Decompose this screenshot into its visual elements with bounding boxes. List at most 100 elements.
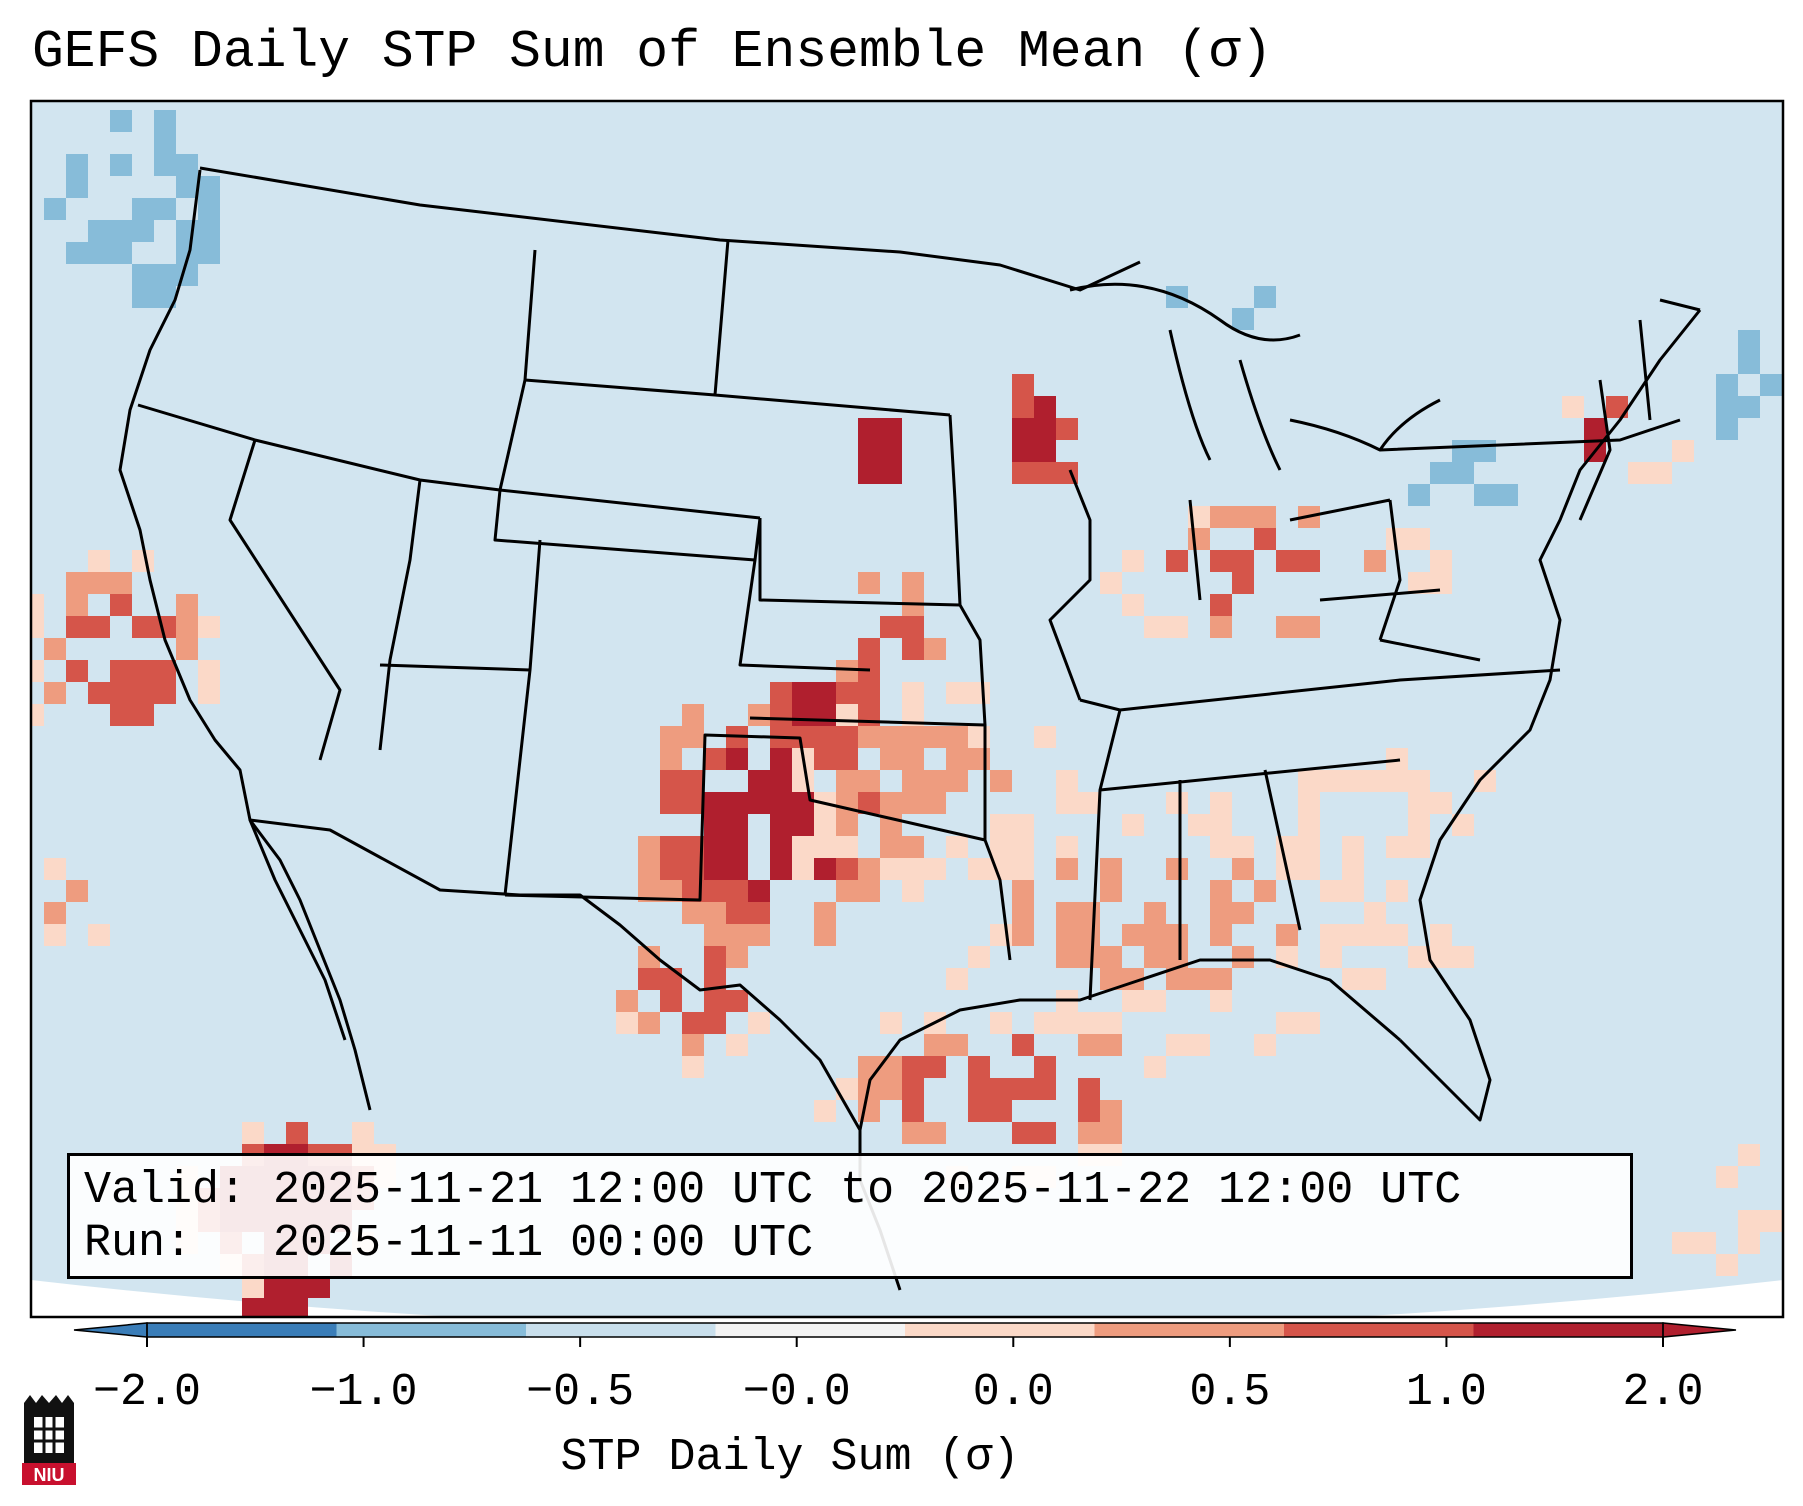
state-lines-east: [1079, 498, 1561, 1001]
stp-cell: [1452, 440, 1474, 462]
stp-cell: [792, 704, 814, 726]
stp-cell: [858, 462, 880, 484]
map-border: [29, 99, 1785, 1319]
stp-cell: [1056, 418, 1078, 440]
stp-cell: [176, 638, 198, 660]
colorbar-extend-high: [1663, 1323, 1736, 1337]
colorbar-tick-label: 2.0: [1622, 1367, 1704, 1418]
stp-cell: [198, 198, 220, 220]
stp-cell: [1254, 528, 1276, 550]
stp-cell: [1298, 814, 1320, 836]
stp-cell: [1012, 814, 1034, 836]
stp-cell: [902, 858, 924, 880]
stp-cell: [880, 462, 902, 484]
stp-cell: [242, 1298, 264, 1317]
stp-cell: [968, 1078, 990, 1100]
stp-cell: [1738, 352, 1760, 374]
stp-cell: [1430, 792, 1452, 814]
stp-cell: [726, 946, 748, 968]
stp-cell: [176, 154, 198, 176]
stp-cell: [1034, 1078, 1056, 1100]
stp-cell: [836, 660, 858, 682]
stp-cell: [1210, 902, 1232, 924]
stp-cell: [704, 946, 726, 968]
stp-cell: [726, 858, 748, 880]
stp-cell: [1738, 1232, 1760, 1254]
stp-cell: [1342, 924, 1364, 946]
stp-cell: [836, 836, 858, 858]
stp-cell: [638, 968, 660, 990]
stp-cell: [836, 880, 858, 902]
stp-cell: [132, 704, 154, 726]
stp-cell: [704, 858, 726, 880]
stp-cell: [858, 792, 880, 814]
stp-cell: [1716, 396, 1738, 418]
stp-cell: [44, 858, 66, 880]
stp-cell: [44, 638, 66, 660]
stp-cell: [1562, 396, 1584, 418]
stp-cell: [836, 770, 858, 792]
stp-cell: [198, 682, 220, 704]
colorbar-tick-label: −2.0: [92, 1367, 202, 1418]
stp-cell: [264, 1276, 286, 1298]
stp-cell: [1034, 440, 1056, 462]
stp-cell: [1210, 550, 1232, 572]
stp-cell: [154, 682, 176, 704]
stp-cell: [1188, 968, 1210, 990]
stp-cell: [242, 1122, 264, 1144]
stp-cell: [110, 572, 132, 594]
stp-cell: [88, 616, 110, 638]
stp-cell: [968, 682, 990, 704]
stp-cell: [946, 836, 968, 858]
stp-cell: [1034, 1056, 1056, 1078]
stp-cell: [1408, 946, 1430, 968]
stp-cell: [792, 726, 814, 748]
stp-cell: [1012, 1078, 1034, 1100]
stp-cell: [748, 770, 770, 792]
stp-cell: [110, 154, 132, 176]
stp-cell: [990, 1078, 1012, 1100]
stp-cell: [1122, 990, 1144, 1012]
stp-cell: [836, 814, 858, 836]
stp-cell: [110, 242, 132, 264]
stp-cell: [1056, 770, 1078, 792]
stp-cell: [1078, 1100, 1100, 1122]
stp-cell: [1738, 330, 1760, 352]
stp-cell: [770, 682, 792, 704]
stp-cell: [770, 792, 792, 814]
stp-cell: [924, 858, 946, 880]
stp-cell: [286, 1298, 308, 1317]
stp-cell: [924, 638, 946, 660]
stp-cell: [726, 836, 748, 858]
stp-cell: [968, 1100, 990, 1122]
stp-cell: [1100, 1122, 1122, 1144]
stp-cell: [1672, 440, 1694, 462]
stp-cell: [1012, 396, 1034, 418]
stp-cell: [1078, 792, 1100, 814]
stp-cell: [1342, 880, 1364, 902]
stp-cell: [110, 682, 132, 704]
stp-cell: [1232, 308, 1254, 330]
state-lines-central: [379, 414, 1092, 961]
stp-cell: [1474, 484, 1496, 506]
stp-cell: [1760, 1210, 1782, 1232]
stp-cell: [902, 748, 924, 770]
stp-cell: [1298, 858, 1320, 880]
stp-cell: [66, 176, 88, 198]
stp-cell: [704, 748, 726, 770]
stp-cell: [1738, 1144, 1760, 1166]
stp-cell: [1166, 616, 1188, 638]
stp-cell: [1232, 572, 1254, 594]
stp-cell: [1606, 396, 1628, 418]
stp-cell: [704, 880, 726, 902]
stp-cell: [880, 836, 902, 858]
stp-cell: [968, 748, 990, 770]
stp-cell: [880, 1012, 902, 1034]
stp-cell: [836, 1078, 858, 1100]
stp-cell: [1474, 440, 1496, 462]
stp-cell: [1430, 572, 1452, 594]
stp-cell: [1254, 880, 1276, 902]
stp-cell: [1100, 858, 1122, 880]
stp-cell: [1232, 550, 1254, 572]
stp-cell: [1430, 462, 1452, 484]
